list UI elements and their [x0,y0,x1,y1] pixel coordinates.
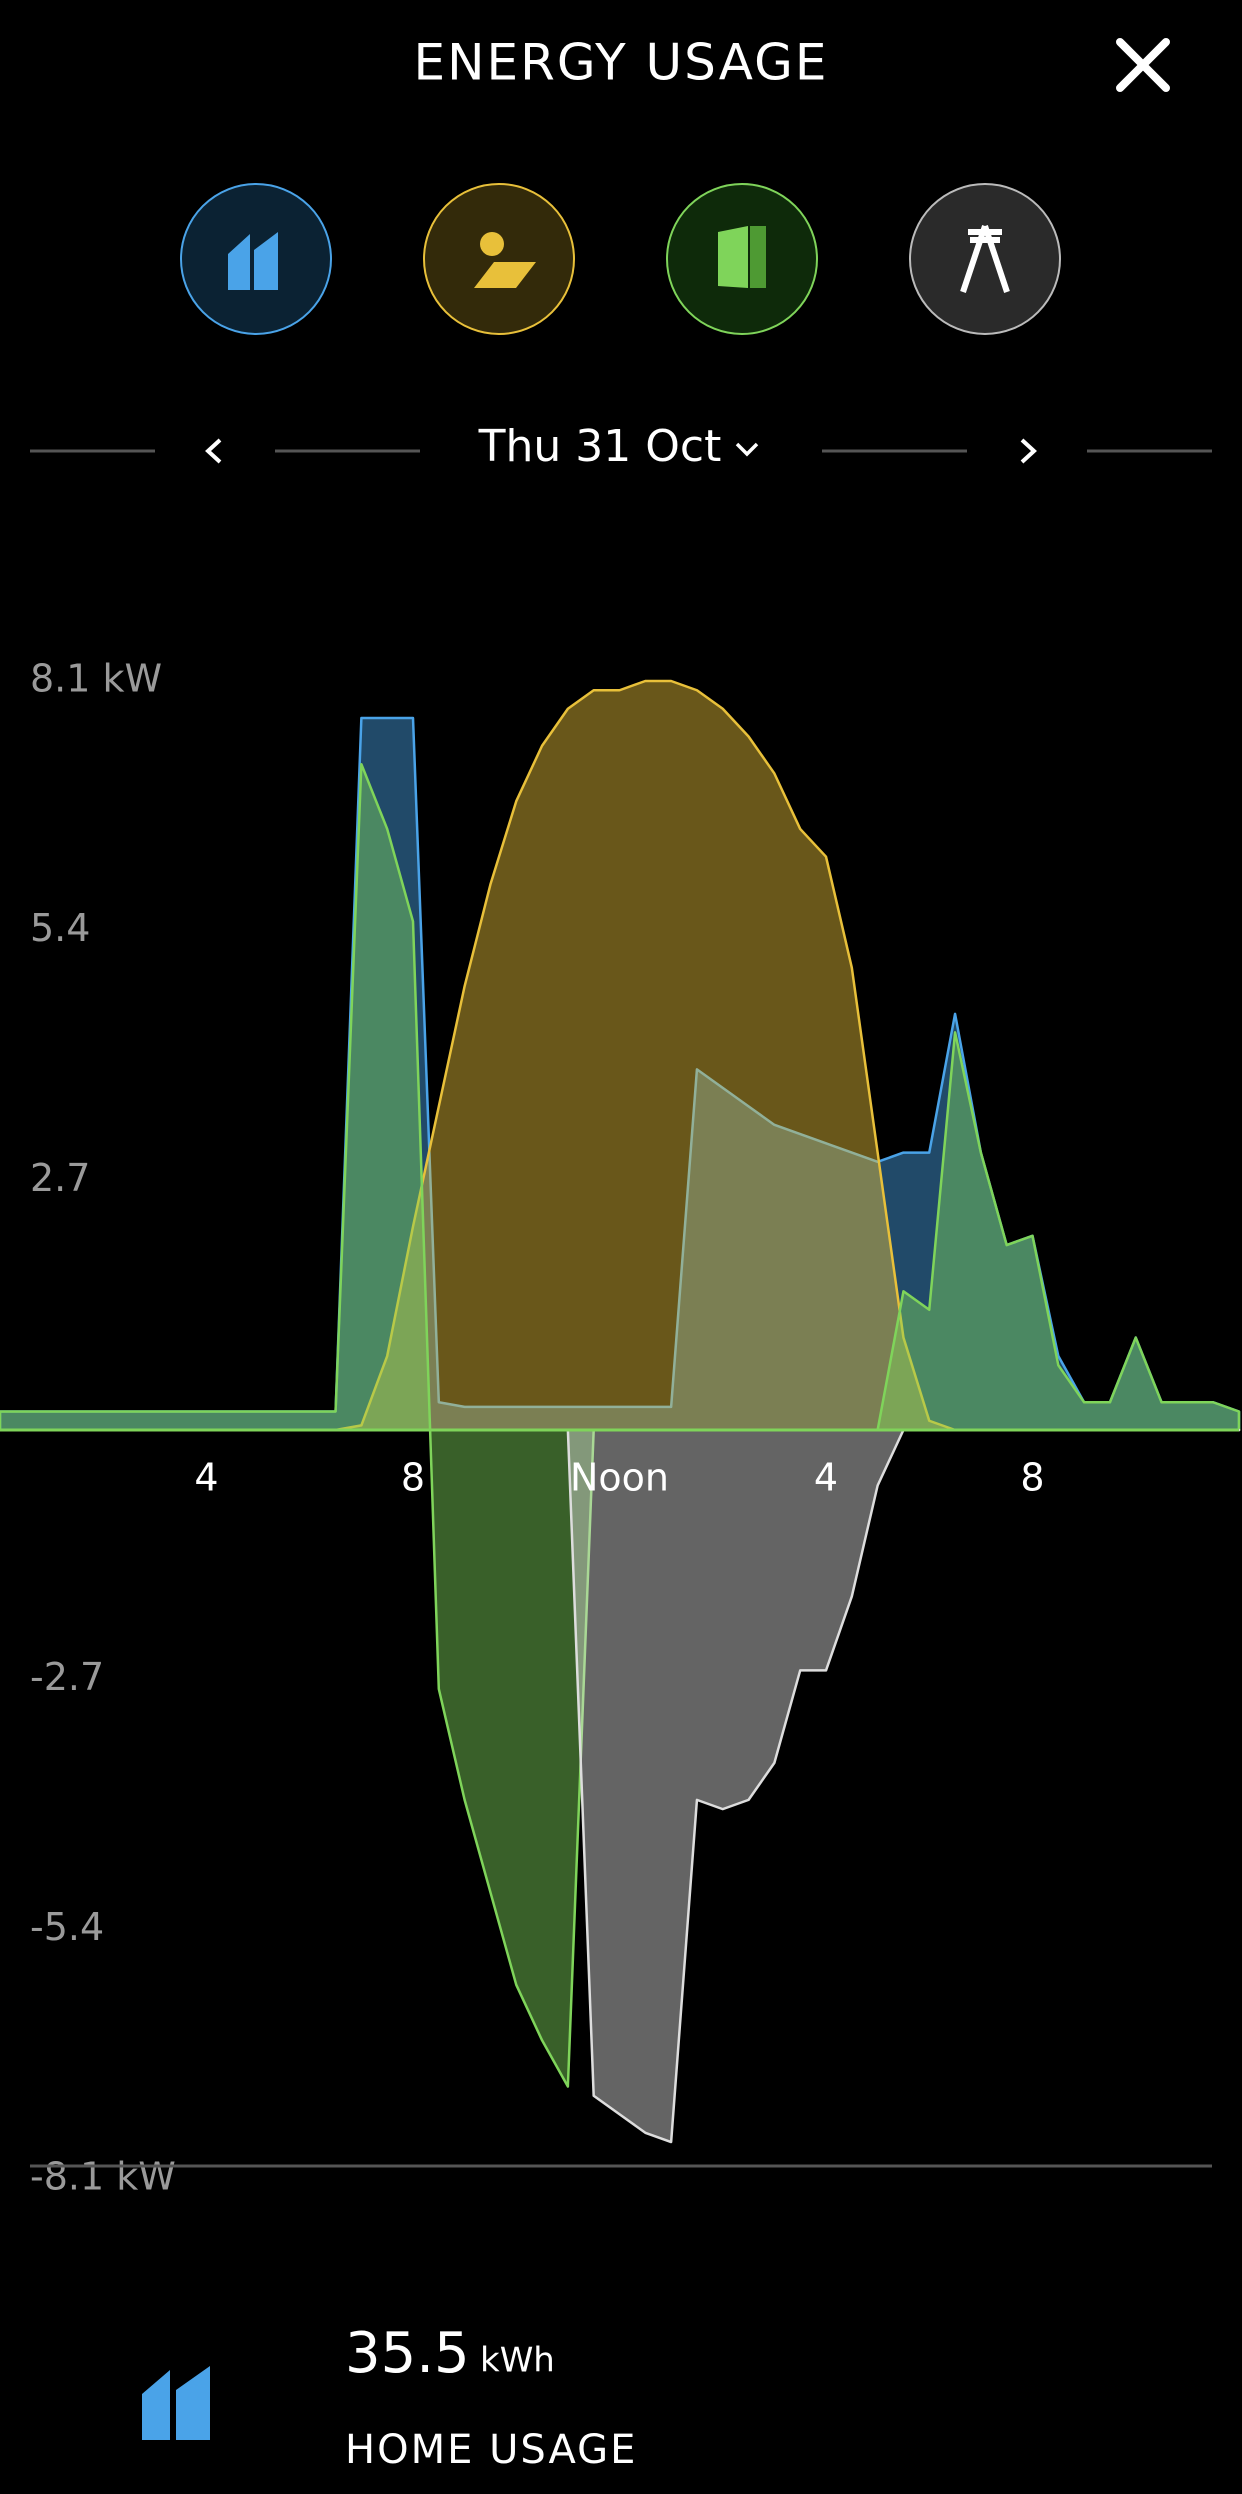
y-tick-label: 8.1 kW [30,657,162,701]
page-title: ENERGY USAGE [414,34,829,92]
x-tick-label: 8 [401,1456,425,1500]
y-tick-label: 2.7 [30,1156,90,1200]
home-filter[interactable] [180,183,332,335]
solar-filter[interactable] [423,183,575,335]
x-tick-label: 4 [194,1456,218,1500]
y-tick-label: -2.7 [30,1655,104,1699]
summary-value: 35.5 [345,2321,470,2386]
summary-label: HOME USAGE [345,2427,637,2473]
date-dropdown[interactable] [735,442,759,457]
summary-icon [142,2366,210,2440]
chart: 8.1 kW 5.4 2.7 -2.7 -5.4 -8.1 kW 4 8 Noon 4 8 [0,657,1241,2199]
area [0,679,1241,1432]
grid-filter[interactable] [909,183,1061,335]
date-label[interactable]: Thu 31 Oct [478,421,722,472]
summary-unit: kWh [480,2341,555,2381]
y-tick-label: -8.1 kW [30,2155,176,2199]
x-tick-label: 8 [1020,1456,1044,1500]
y-tick-label: -5.4 [30,1905,104,1949]
y-tick-label: 5.4 [30,906,90,950]
next-day[interactable] [1020,438,1037,464]
area [0,1428,1241,2144]
x-tick-label: Noon [570,1456,669,1500]
x-tick-label: 4 [814,1456,838,1500]
previous-day[interactable] [205,438,222,464]
close-button[interactable] [1116,38,1170,92]
powerwall-filter[interactable] [666,183,818,335]
